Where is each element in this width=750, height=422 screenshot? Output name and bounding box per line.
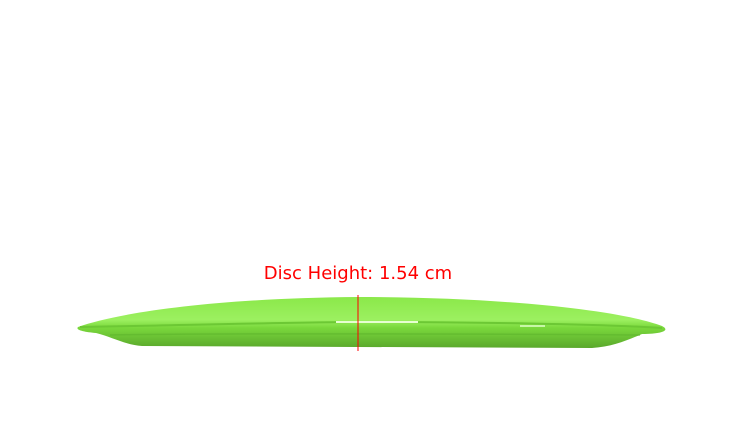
disc: [77, 297, 666, 348]
disc-height-label: Disc Height: 1.54 cm: [264, 263, 452, 284]
